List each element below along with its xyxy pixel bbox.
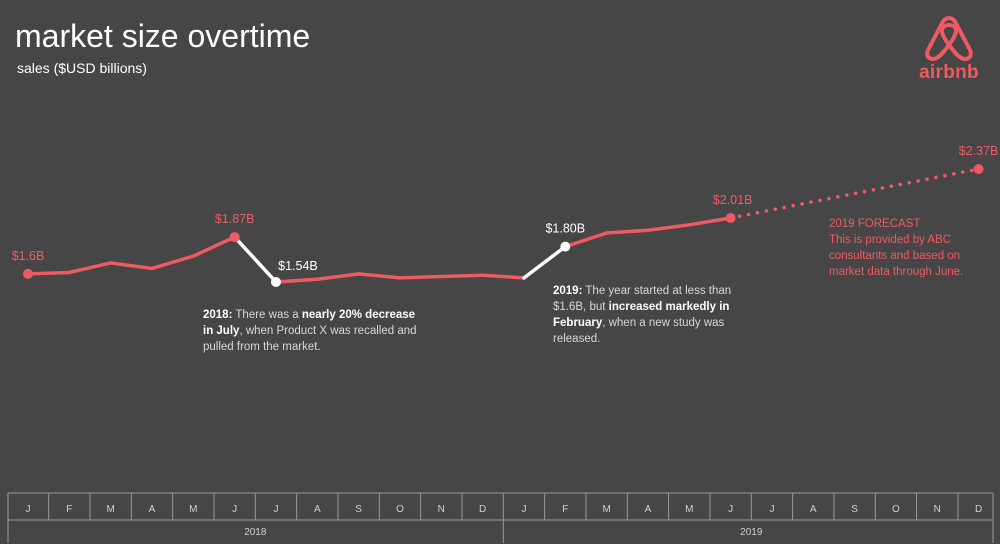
page-subtitle: sales ($USD billions) xyxy=(17,60,147,76)
page-title: market size overtime xyxy=(15,18,311,54)
annotation-2018-year: 2018: xyxy=(203,309,233,321)
month-tick-label: M xyxy=(106,504,114,515)
series-segment-5-6 xyxy=(232,235,278,284)
month-tick-label: F xyxy=(562,504,568,515)
data-point-marker xyxy=(270,277,281,287)
series-segment-11-12 xyxy=(480,273,526,280)
month-tick-label: J xyxy=(273,504,278,515)
data-point-marker xyxy=(560,241,571,252)
data-point-marker xyxy=(725,213,736,224)
data-label: $1.6B xyxy=(12,249,45,263)
month-tick-label: J xyxy=(728,504,733,515)
series-segment-4-5 xyxy=(191,235,237,258)
month-tick-label: M xyxy=(189,504,197,515)
month-tick-label: M xyxy=(602,504,610,515)
annotation-2018-text2: , when Product X was recalled and pulled… xyxy=(203,325,417,353)
year-tick-label: 2018 xyxy=(244,527,267,538)
month-tick-label: D xyxy=(479,504,486,515)
year-tick-label: 2019 xyxy=(740,527,763,538)
month-tick-label: M xyxy=(685,504,693,515)
forecast-note-title: 2019 FORECAST xyxy=(829,218,921,230)
month-tick-label: S xyxy=(851,504,858,515)
series-segment-12-13 xyxy=(522,244,568,280)
month-tick-label: A xyxy=(810,504,817,515)
series-segment-10-11 xyxy=(439,273,485,279)
annotation-2018: 2018: There was a nearly 20% decrease in… xyxy=(203,307,418,355)
data-label: $1.54B xyxy=(278,259,318,273)
series-segment-8-9 xyxy=(356,272,402,280)
month-tick-label: J xyxy=(26,504,31,515)
series-segment-14-15 xyxy=(604,228,650,235)
month-tick-label: O xyxy=(396,504,404,515)
data-point-marker xyxy=(229,232,240,243)
series-segment-0-1 xyxy=(26,270,72,276)
month-tick-label: D xyxy=(975,504,982,515)
logo-wordmark: airbnb xyxy=(919,62,979,83)
forecast-line xyxy=(728,167,981,220)
month-tick-label: O xyxy=(892,504,900,515)
series-segment-15-16 xyxy=(646,223,692,233)
annotation-2018-bold: nearly 20% decrease in July xyxy=(203,309,416,337)
series-segment-2-3 xyxy=(108,261,154,271)
annotation-2019-year: 2019: xyxy=(553,285,583,297)
series-segment-13-14 xyxy=(563,231,609,249)
month-tick-label: A xyxy=(645,504,652,515)
month-tick-label: F xyxy=(66,504,72,515)
month-tick-label: N xyxy=(438,504,445,515)
airbnb-belo-icon xyxy=(925,16,973,61)
data-label: $2.01B xyxy=(713,193,753,207)
annotation-2019: 2019: The year started at less than $1.6… xyxy=(553,283,733,347)
forecast-note: 2019 FORECAST This is provided by ABC co… xyxy=(829,216,989,280)
data-label: $1.87B xyxy=(215,212,255,226)
annotation-2019-text2: , when a new study was released. xyxy=(553,317,725,345)
data-point-marker xyxy=(23,268,33,279)
annotation-2018-text1: There was a xyxy=(232,309,302,321)
data-label: $1.80B xyxy=(545,222,585,236)
month-tick-label: N xyxy=(934,504,941,515)
series-segment-6-7 xyxy=(274,277,320,284)
month-tick-label: A xyxy=(149,504,156,515)
series-segment-3-4 xyxy=(150,254,196,271)
series-segment-16-17 xyxy=(687,216,733,227)
month-tick-label: J xyxy=(232,504,237,515)
forecast-note-text: This is provided by ABC consultants and … xyxy=(829,234,964,278)
airbnb-logo: airbnb xyxy=(918,14,980,90)
month-tick-label: J xyxy=(521,504,526,515)
annotation-2019-bold: increased markedly in February xyxy=(553,301,730,329)
month-tick-label: J xyxy=(769,504,774,515)
annotation-2019-text1: The year started at less than $1.6B, but xyxy=(553,285,732,313)
data-point-marker xyxy=(973,164,984,174)
month-tick-label: A xyxy=(314,504,321,515)
month-tick-label: S xyxy=(355,504,362,515)
series-segment-7-8 xyxy=(315,272,361,282)
series-segment-9-10 xyxy=(398,274,444,280)
data-label: $2.37B xyxy=(959,144,999,158)
series-segment-1-2 xyxy=(67,261,113,275)
